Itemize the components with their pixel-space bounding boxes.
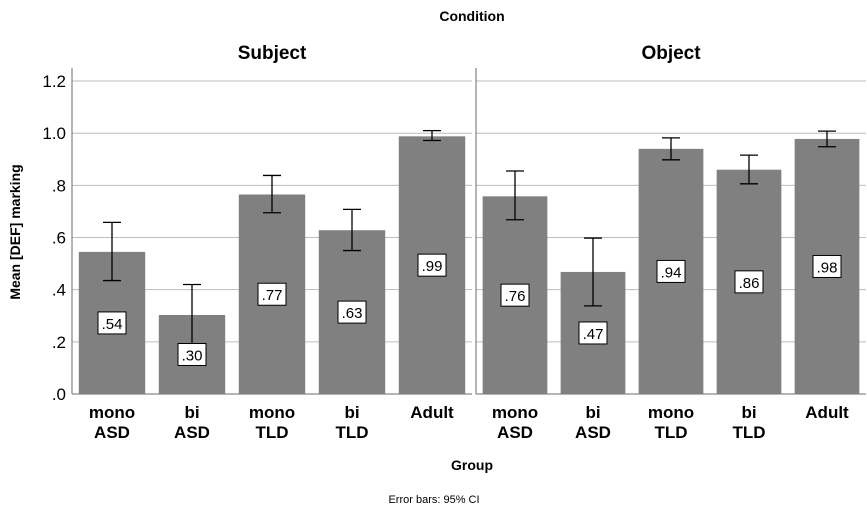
y-axis-title: Mean [DEF] marking bbox=[7, 164, 23, 299]
category-label: TLD bbox=[335, 423, 368, 442]
value-label: .30 bbox=[182, 347, 203, 364]
value-label: .63 bbox=[342, 305, 363, 322]
category-label: TLD bbox=[732, 423, 765, 442]
value-label-box bbox=[97, 311, 127, 335]
value-label: .86 bbox=[739, 275, 760, 292]
value-label-box bbox=[337, 300, 367, 324]
category-label: bi bbox=[741, 403, 756, 422]
value-label-box bbox=[578, 321, 608, 345]
value-label-box bbox=[177, 342, 207, 366]
category-label: mono bbox=[492, 403, 538, 422]
category-label: Adult bbox=[805, 403, 849, 422]
y-tick-label: .2 bbox=[52, 333, 66, 352]
category-label: TLD bbox=[255, 423, 288, 442]
category-label: bi bbox=[585, 403, 600, 422]
value-label: .98 bbox=[817, 259, 838, 276]
condition-title: Condition bbox=[439, 8, 504, 24]
error-bars-footnote: Error bars: 95% CI bbox=[388, 494, 479, 506]
value-label: .54 bbox=[102, 316, 123, 333]
y-tick-label: .4 bbox=[52, 281, 66, 300]
y-tick-label: .6 bbox=[52, 229, 66, 248]
x-axis-title: Group bbox=[451, 457, 493, 473]
category-label: ASD bbox=[497, 423, 533, 442]
value-label-box bbox=[417, 253, 447, 277]
value-label: .77 bbox=[262, 287, 283, 304]
value-label: .76 bbox=[505, 288, 526, 305]
plot-area: .0.2.4.6.81.01.2Subject.54monoASD.30biAS… bbox=[42, 43, 866, 442]
category-label: ASD bbox=[94, 423, 130, 442]
panel-title: Subject bbox=[238, 43, 307, 64]
value-label-box bbox=[812, 254, 842, 278]
category-label: ASD bbox=[575, 423, 611, 442]
panel-title: Object bbox=[641, 43, 701, 64]
y-tick-label: .8 bbox=[52, 176, 66, 195]
category-label: TLD bbox=[654, 423, 687, 442]
value-label-box bbox=[734, 270, 764, 294]
value-label: .94 bbox=[661, 264, 682, 281]
category-label: bi bbox=[344, 403, 359, 422]
value-label: .47 bbox=[583, 326, 604, 343]
category-label: Adult bbox=[410, 403, 454, 422]
y-tick-label: 1.0 bbox=[42, 124, 66, 143]
value-label: .99 bbox=[422, 258, 443, 275]
value-label-box bbox=[257, 282, 287, 306]
category-label: ASD bbox=[174, 423, 210, 442]
value-label-box bbox=[656, 259, 686, 283]
category-label: mono bbox=[648, 403, 694, 422]
category-label: mono bbox=[89, 403, 135, 422]
y-tick-label: .0 bbox=[52, 385, 66, 404]
category-label: bi bbox=[184, 403, 199, 422]
value-label-box bbox=[500, 283, 530, 307]
y-tick-label: 1.2 bbox=[42, 72, 66, 91]
category-label: mono bbox=[249, 403, 295, 422]
